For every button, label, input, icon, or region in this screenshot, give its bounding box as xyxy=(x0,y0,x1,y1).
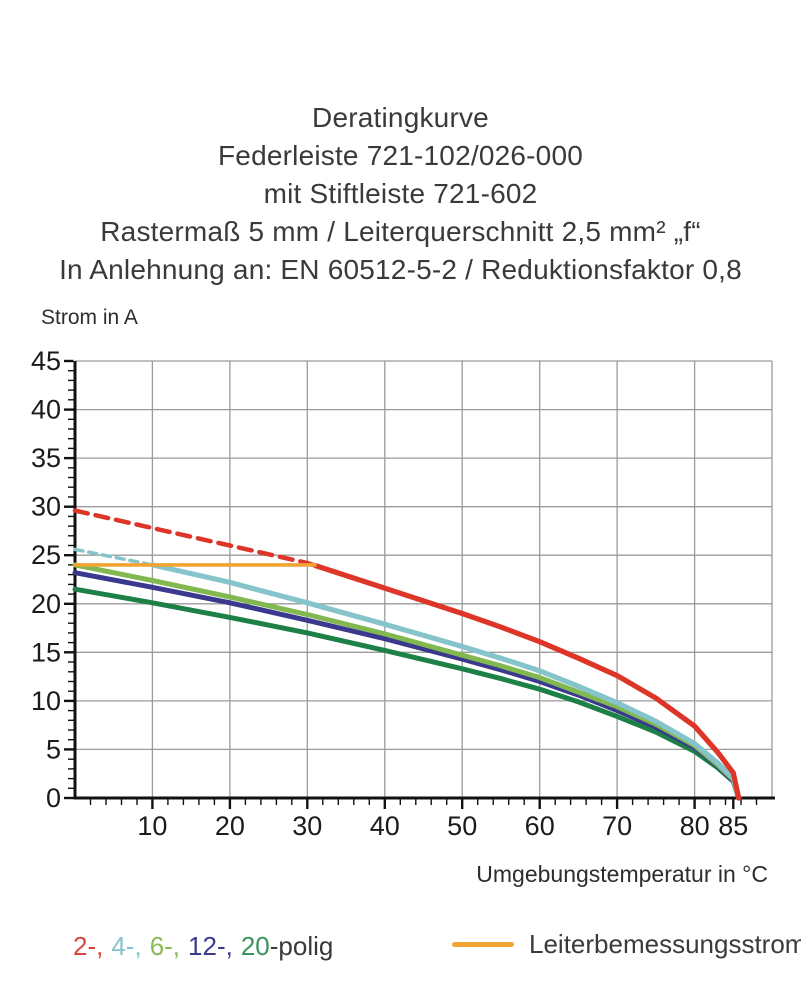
chart-title-block: Deratingkurve Federleiste 721-102/026-00… xyxy=(0,99,801,289)
legend-pole-6: 6-, xyxy=(149,931,181,961)
curve-2-polig-solid-segment xyxy=(312,562,742,801)
legend-pole-4: 4-, xyxy=(111,931,142,961)
x-tick-labels: 10 20 30 40 50 60 70 80 85 xyxy=(137,811,748,841)
svg-text:70: 70 xyxy=(602,811,632,841)
legend-pole-counts: 2-, 4-, 6-, 12-, 20-polig xyxy=(73,931,333,962)
title-line-2: Federleiste 721-102/026-000 xyxy=(218,140,583,171)
svg-text:20: 20 xyxy=(31,589,61,619)
y-tick-labels: 0 5 10 15 20 25 30 35 40 45 xyxy=(31,346,61,813)
svg-text:5: 5 xyxy=(46,734,61,764)
title-line-5: In Anlehnung an: EN 60512-5-2 / Reduktio… xyxy=(59,254,742,285)
title-line-1: Deratingkurve xyxy=(312,102,489,133)
axes xyxy=(73,361,775,800)
svg-text:15: 15 xyxy=(31,637,61,667)
curve-20-polig xyxy=(72,586,742,801)
rated-current-label: Leiterbemessungsstrom xyxy=(529,929,801,959)
legend-polig-suffix: -polig xyxy=(269,931,334,961)
legend-pole-12: 12-, xyxy=(188,931,233,961)
title-line-4: Rastermaß 5 mm / Leiterquerschnitt 2,5 m… xyxy=(100,216,701,247)
svg-text:80: 80 xyxy=(680,811,710,841)
svg-text:30: 30 xyxy=(292,811,322,841)
legend-pole-2: 2-, xyxy=(73,931,104,961)
svg-text:85: 85 xyxy=(718,811,748,841)
svg-text:40: 40 xyxy=(370,811,400,841)
svg-text:60: 60 xyxy=(525,811,555,841)
svg-text:30: 30 xyxy=(31,492,61,522)
curve-4-polig xyxy=(73,547,742,801)
legend-rated-current: Leiterbemessungsstrom xyxy=(452,929,801,960)
svg-text:40: 40 xyxy=(31,395,61,425)
rated-current-line-swatch xyxy=(452,942,514,947)
svg-text:25: 25 xyxy=(31,540,61,570)
svg-text:35: 35 xyxy=(31,443,61,473)
svg-text:20: 20 xyxy=(215,811,245,841)
curve-4-polig-solid-segment xyxy=(149,562,742,801)
curve-4-polig-dashed-segment xyxy=(73,547,155,567)
svg-text:10: 10 xyxy=(31,686,61,716)
curve-6-polig xyxy=(72,562,742,801)
legend-pole-20: 20 xyxy=(240,931,270,961)
x-axis-title: Umgebungstemperatur in °C xyxy=(476,861,768,887)
axis-ticks xyxy=(64,359,758,809)
svg-text:50: 50 xyxy=(447,811,477,841)
svg-text:10: 10 xyxy=(137,811,167,841)
y-axis-title: Strom in A xyxy=(41,306,138,329)
curve-6-polig-solid-segment xyxy=(72,562,742,801)
title-line-3: mit Stiftleiste 721-602 xyxy=(263,178,538,209)
svg-text:0: 0 xyxy=(46,783,61,813)
svg-text:45: 45 xyxy=(31,346,61,376)
curve-20-polig-solid-segment xyxy=(72,586,742,801)
